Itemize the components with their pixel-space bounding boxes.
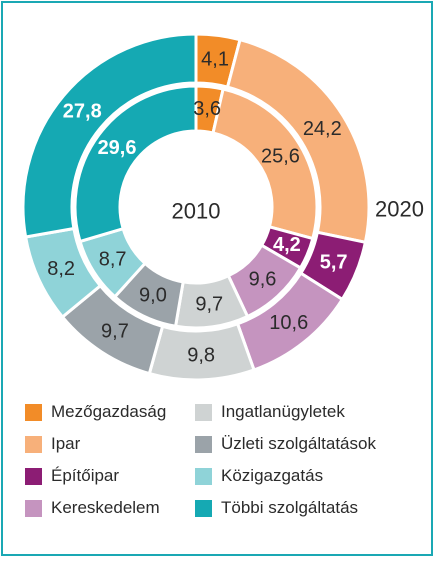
value-label-2010-ingatlanugyletek: 9,7 [195,294,223,316]
legend-item-kereskedelem: Kereskedelem [25,497,160,519]
value-label-2010-epitoipar: 4,2 [273,234,301,256]
legend-swatch-uzleti-szolgaltatasok [195,435,212,453]
value-label-2010-uzleti-szolgaltatasok: 9,0 [139,285,167,307]
value-label-2020-epitoipar: 5,7 [320,252,348,274]
legend-swatch-kozigazgatas [195,467,212,485]
legend-label-uzleti-szolgaltatasok: Üzleti szolgáltatások [221,434,376,453]
slice-2010-ipar [211,87,319,241]
year-label-2010: 2010 [172,199,221,224]
legend-label-kozigazgatas: Közigazgatás [221,466,324,485]
legend-item-kozigazgatas: Közigazgatás [195,465,323,487]
value-label-2010-tobbi-szolgaltatas: 29,6 [98,137,137,159]
legend-label-mezogazdasag: Mezőgazdaság [51,402,167,421]
value-label-2020-ipar: 24,2 [303,118,342,140]
legend-swatch-ipar [25,435,42,453]
legend-item-ingatlanugyletek: Ingatlanügyletek [195,401,345,423]
legend-swatch-tobbi-szolgaltatas [195,499,212,517]
value-label-2020-tobbi-szolgaltatas: 27,8 [63,101,102,123]
legend-swatch-kereskedelem [25,499,42,517]
ring-2010 [73,84,319,330]
value-label-2020-uzleti-szolgaltatasok: 9,7 [101,320,129,342]
legend-label-kereskedelem: Kereskedelem [51,498,160,517]
legend-item-uzleti-szolgaltatasok: Üzleti szolgáltatások [195,433,376,455]
legend-item-mezogazdasag: Mezőgazdaság [25,401,166,423]
slice-2020-tobbi-szolgaltatas [21,32,198,239]
legend-label-ipar: Ipar [51,434,81,453]
value-label-2020-ingatlanugyletek: 9,8 [187,344,215,366]
legend-label-tobbi-szolgaltatas: Többi szolgáltatás [221,498,359,517]
legend-swatch-mezogazdasag [25,403,42,421]
value-label-2010-mezogazdasag: 3,6 [193,98,221,120]
slice-2010-tobbi-szolgaltatas [73,84,198,244]
value-label-2020-kereskedelem: 10,6 [269,312,308,334]
data-labels: 4,1 24,2 5,7 10,6 9,8 9,7 8,2 27,8 3,6 25,6 4,2 9,6… [47,49,347,367]
chart-frame: 4,1 24,2 5,7 10,6 9,8 9,7 8,2 27,8 3,6 25,6 4,2 9,6… [1,1,433,556]
ring-2020 [21,32,371,382]
value-label-2020-kozigazgatas: 8,2 [47,258,75,280]
legend-item-epitoipar: Építőipar [25,465,119,487]
value-label-2010-ipar: 25,6 [261,145,300,167]
legend-swatch-epitoipar [25,467,42,485]
value-label-2010-kereskedelem: 9,6 [249,269,277,291]
legend-label-ingatlanugyletek: Ingatlanügyletek [221,402,345,421]
legend-label-epitoipar: Építőipar [51,466,120,485]
year-label-2020: 2020 [375,197,424,222]
donut-chart: 4,1 24,2 5,7 10,6 9,8 9,7 8,2 27,8 3,6 25,6 4,2 9,6… [21,32,424,382]
legend-item-tobbi-szolgaltatas: Többi szolgáltatás [195,497,358,519]
value-label-2020-mezogazdasag: 4,1 [201,49,229,71]
legend-item-ipar: Ipar [25,433,80,455]
value-label-2010-kozigazgatas: 8,7 [99,249,127,271]
legend-swatch-ingatlanugyletek [195,403,212,421]
